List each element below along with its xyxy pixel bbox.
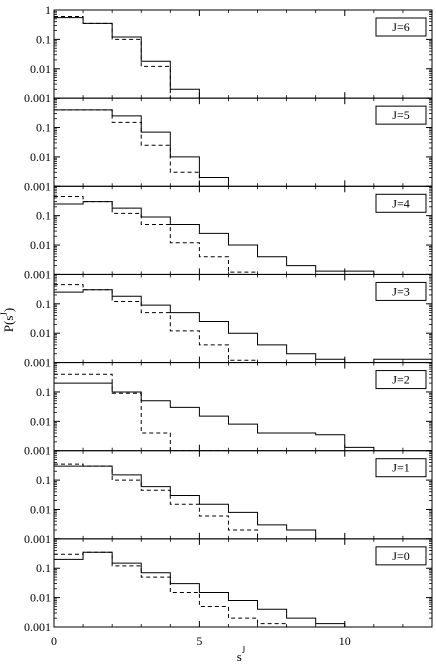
y-tick-label: 0.001 bbox=[24, 532, 51, 546]
panel-j2: 0.001 0.01 0.1 J=2 bbox=[24, 362, 433, 458]
series-solid bbox=[54, 551, 346, 627]
series-dashed bbox=[54, 551, 288, 627]
y-tick-label: 0.001 bbox=[24, 444, 51, 458]
panel-frame bbox=[53, 97, 433, 187]
x-tick-label: 10 bbox=[339, 634, 351, 648]
series-dashed bbox=[54, 195, 259, 275]
panel-frame bbox=[53, 538, 433, 628]
panel-j5: 0.001 0.01 0.1 J=5 bbox=[24, 97, 433, 193]
panel-frame bbox=[53, 450, 433, 540]
panel-label: J=1 bbox=[392, 461, 409, 475]
panel-label-box bbox=[375, 546, 427, 566]
x-axis: 0 5 10 bbox=[51, 634, 351, 648]
y-tick-label: 0.01 bbox=[30, 502, 51, 516]
panel-label: J=2 bbox=[392, 373, 409, 387]
series-dashed bbox=[54, 373, 229, 451]
panel-label: J=3 bbox=[392, 284, 409, 298]
panel-frame bbox=[53, 185, 433, 275]
panel-j1: 0.001 0.01 0.1 J=1 bbox=[24, 450, 433, 546]
y-tick-label: 0.01 bbox=[30, 62, 51, 76]
series-solid bbox=[54, 465, 345, 539]
y-tick-label: 0.001 bbox=[24, 91, 51, 105]
panel-j0: 0.001 0.01 0.1 J=0 bbox=[24, 538, 433, 634]
y-tick-label: 0.001 bbox=[24, 179, 51, 193]
y-tick-label: 0.001 bbox=[24, 356, 51, 370]
panel-label-box bbox=[375, 193, 427, 213]
panel-label: J=0 bbox=[392, 549, 409, 563]
panel-j4: 0.001 0.01 0.1 J=4 bbox=[24, 185, 433, 281]
y-tick-label: 0.1 bbox=[36, 121, 51, 135]
y-tick-label: 0.1 bbox=[36, 209, 51, 223]
y-tick-label: 0.1 bbox=[36, 385, 51, 399]
y-tick-label: 0.1 bbox=[36, 297, 51, 311]
y-tick-label: 1 bbox=[45, 3, 51, 17]
x-tick-label: 5 bbox=[196, 634, 202, 648]
panel-label: J=6 bbox=[392, 20, 409, 34]
series-solid bbox=[54, 289, 432, 363]
panel-frame bbox=[53, 362, 433, 452]
panels-group: 0.001 0.01 0.1 1 J=6 0.001 0.01 0.1 J=5 0.001 0.01… bbox=[24, 3, 433, 634]
panel-j6: 0.001 0.01 0.1 1 J=6 bbox=[24, 3, 433, 105]
y-tick-label: 0.01 bbox=[30, 414, 51, 428]
y-tick-label: 0.01 bbox=[30, 591, 51, 605]
series-solid bbox=[54, 201, 375, 275]
series-solid bbox=[54, 109, 229, 187]
y-tick-label: 0.1 bbox=[36, 32, 51, 46]
panel-j3: 0.001 0.01 0.1 J=3 bbox=[24, 273, 433, 370]
panel-label-box bbox=[375, 17, 427, 37]
panel-label: J=4 bbox=[392, 196, 409, 210]
series-dashed bbox=[54, 109, 200, 187]
panel-label-box bbox=[375, 281, 427, 301]
panel-frame bbox=[53, 273, 433, 364]
y-tick-label: 0.1 bbox=[36, 473, 51, 487]
x-tick-label: 0 bbox=[51, 634, 57, 648]
series-solid bbox=[54, 17, 200, 99]
panel-label-box bbox=[375, 458, 427, 478]
panel-label-box bbox=[375, 105, 427, 125]
x-axis-label: sJ bbox=[237, 645, 246, 664]
y-tick-label: 0.01 bbox=[30, 150, 51, 164]
series-dashed bbox=[54, 463, 259, 539]
y-tick-label: 0.001 bbox=[24, 267, 51, 281]
y-tick-label: 0.001 bbox=[24, 620, 51, 634]
y-tick-label: 0.1 bbox=[36, 561, 51, 575]
panel-label-box bbox=[375, 370, 427, 390]
series-solid bbox=[54, 382, 375, 451]
y-tick-label: 0.01 bbox=[30, 238, 51, 252]
series-dashed bbox=[54, 284, 259, 363]
panel-label: J=5 bbox=[392, 108, 409, 122]
y-tick-label: 0.01 bbox=[30, 326, 51, 340]
y-axis-label: P(sJ) bbox=[0, 308, 16, 332]
